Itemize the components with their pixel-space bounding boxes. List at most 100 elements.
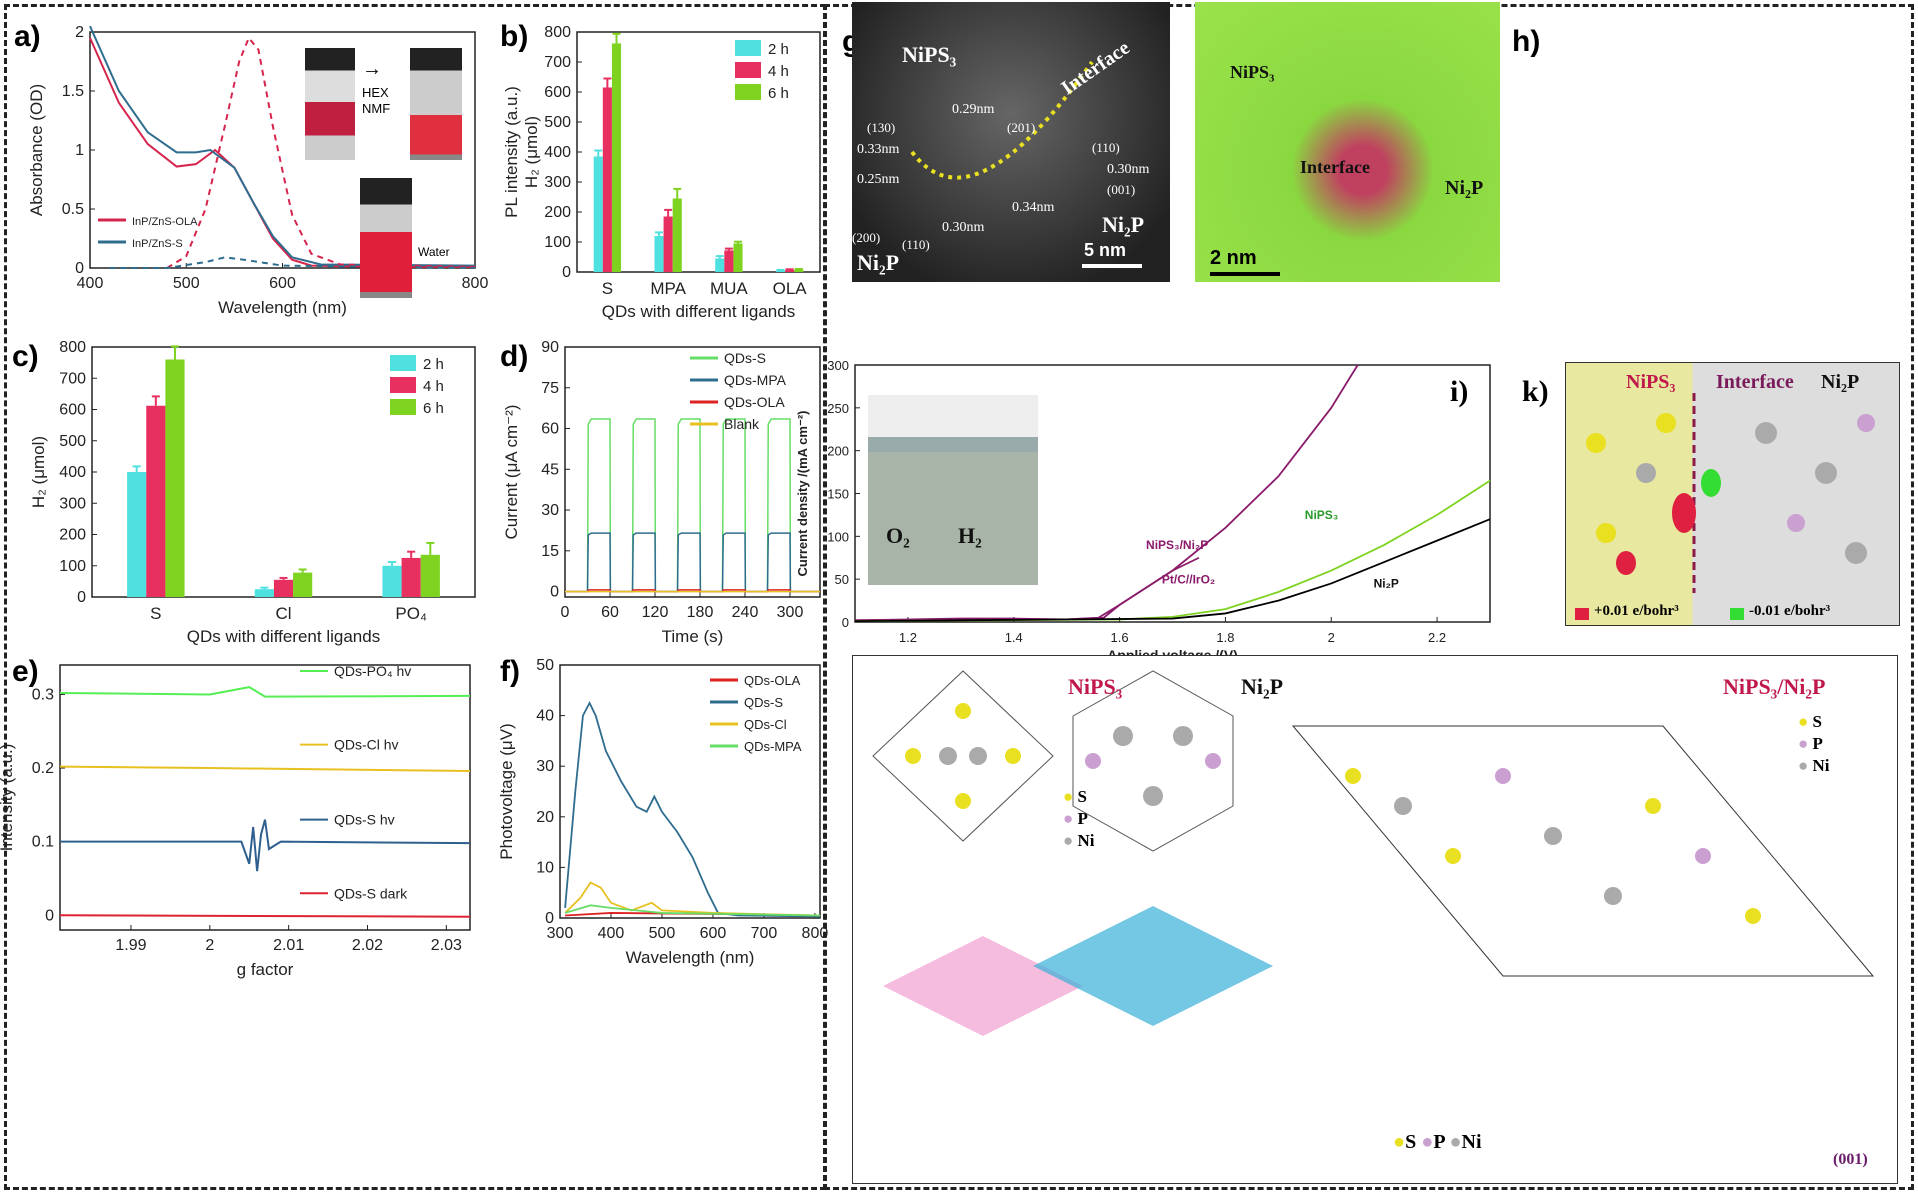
bar — [420, 554, 440, 597]
label-d030a: 0.30nm — [1107, 162, 1150, 177]
x-tick-label: 600 — [700, 925, 727, 942]
legend-ni: ● Ni — [1798, 755, 1830, 777]
y-tick-label: 2 — [75, 24, 84, 41]
label-p130: (130) — [867, 120, 896, 135]
y-tick-label: 0 — [550, 584, 559, 601]
vial-photo-before — [305, 48, 355, 160]
legend-p-label: P — [1433, 1131, 1445, 1153]
electrolyzer-photo: O₂ H₂ — [868, 395, 1038, 585]
category-label: S — [150, 604, 161, 623]
vial-photo-after — [410, 48, 462, 160]
legend-ni-label: Ni — [1461, 1131, 1482, 1153]
y-tick-label: 700 — [59, 370, 86, 387]
label-p001: (001) — [1107, 182, 1136, 197]
legend-ni: ● Ni — [1063, 830, 1095, 852]
y-tick-label: 100 — [59, 558, 86, 575]
bar — [146, 405, 166, 597]
x-tick-label: 700 — [751, 925, 778, 942]
series-line-QDs-S — [565, 418, 820, 593]
panel-label-h: h) — [1512, 25, 1541, 58]
legend-label: 4 h — [768, 63, 789, 80]
legend-f-label: QDs-S — [744, 695, 783, 710]
category-label: MUA — [710, 279, 748, 298]
y-tick-label: 0.3 — [32, 686, 54, 703]
series-label: Ni₂P — [1374, 577, 1399, 591]
y-tick-label: 200 — [544, 204, 571, 221]
legend-ni-label: Ni — [1077, 831, 1095, 850]
series-line-QDs-S — [564, 700, 821, 918]
series-line-pl-3 — [109, 256, 476, 269]
x-tick-label: 2.2 — [1428, 630, 1446, 645]
series-line-pl-2 — [166, 35, 476, 269]
x-tick-label: 400 — [598, 925, 625, 942]
label-p110b: (110) — [902, 237, 930, 252]
bar — [794, 269, 804, 272]
label-ni2p: Ni₂P — [1821, 371, 1860, 393]
bar — [611, 43, 622, 273]
legend-s-label: S — [1812, 712, 1822, 731]
y-axis-label: Intensity (a.u.) — [0, 744, 16, 852]
charge-density-model: NiPS₃ Interface Ni₂P — [1565, 362, 1900, 626]
legend-s: ● S — [1798, 711, 1830, 733]
legend-swatch — [390, 377, 416, 393]
inset-hex-nmf: HEX NMF — [362, 85, 391, 116]
series-label: QDs-Cl hv — [334, 737, 399, 753]
s-atom-icon: ● — [1063, 787, 1074, 806]
label-heterostructure: NiPS₃/Ni₂P — [1723, 674, 1826, 699]
y-tick-label: 50 — [835, 572, 849, 587]
legend-a-label: InP/ZnS-S — [132, 238, 183, 250]
arrow-icon: → — [362, 58, 382, 80]
x-axis-label: g factor — [237, 960, 294, 979]
y-tick-label: 15 — [541, 543, 559, 560]
y-tick-label: 400 — [59, 464, 86, 481]
x-tick-label: 2 — [1328, 630, 1335, 645]
x-tick-label: 400 — [77, 275, 104, 292]
legend-swatch-negative — [1730, 608, 1744, 620]
legend-d-label: QDs-S — [724, 350, 766, 366]
series-label: NiPS₃ — [1305, 508, 1339, 522]
legend-f-label: QDs-OLA — [744, 673, 801, 688]
y-tick-label: 200 — [59, 527, 86, 544]
bar — [715, 258, 725, 272]
x-tick-label: 500 — [173, 275, 200, 292]
crystal-structures: NiPS₃ Ni₂P NiPS₃/Ni₂P ● S ● P ● Ni ● S ●… — [852, 655, 1898, 1184]
y-tick-label: 75 — [541, 380, 559, 397]
y-tick-label: 90 — [541, 339, 559, 356]
legend-swatch-positive — [1575, 608, 1589, 620]
y-tick-label: 300 — [544, 174, 571, 191]
y-axis-label: Absorbance (OD) — [27, 84, 46, 216]
legend-p-label: P — [1812, 734, 1823, 753]
x-tick-label: 800 — [802, 925, 829, 942]
heterostructure-cell — [1291, 725, 1875, 977]
label-nips3: NiPS₃ — [1230, 62, 1275, 82]
legend-s: ● S — [1063, 786, 1095, 808]
y-tick-label: 800 — [59, 339, 86, 356]
vial-photo-water — [360, 178, 412, 298]
nips3-plane — [883, 936, 1083, 1036]
y-tick-label: 300 — [59, 495, 86, 512]
series-line-QDs-MPA — [564, 904, 821, 917]
panel-label-k: k) — [1522, 375, 1549, 408]
y-tick-label: 50 — [536, 657, 554, 674]
panel-label-e: e) — [12, 655, 39, 688]
series-label: NiPS₃/Ni₂P — [1146, 538, 1208, 552]
legend-f-label: QDs-MPA — [744, 739, 802, 754]
legend-label: 6 h — [423, 400, 444, 417]
x-tick-label: 500 — [649, 925, 676, 942]
legend-ni-label: Ni — [1812, 756, 1830, 775]
label-ni2p: Ni₂P — [1445, 177, 1484, 199]
y-tick-label: 10 — [536, 859, 554, 876]
y-tick-label: 100 — [544, 234, 571, 251]
series-line-1 — [89, 25, 476, 267]
s-atom-icon: ● — [1393, 1131, 1406, 1153]
x-tick-label: 120 — [642, 604, 669, 621]
y-axis-label-2: H₂ (μmol) — [522, 116, 541, 188]
charge-density-drawing — [1586, 393, 1875, 593]
legend-right: ● S ● P ● Ni — [1798, 711, 1830, 777]
bar — [654, 236, 664, 272]
label-interface: Interface — [1300, 157, 1370, 177]
ni-atom-icon: ● — [1449, 1131, 1462, 1153]
panel-label-f: f) — [500, 655, 520, 688]
y-tick-label: 600 — [59, 402, 86, 419]
